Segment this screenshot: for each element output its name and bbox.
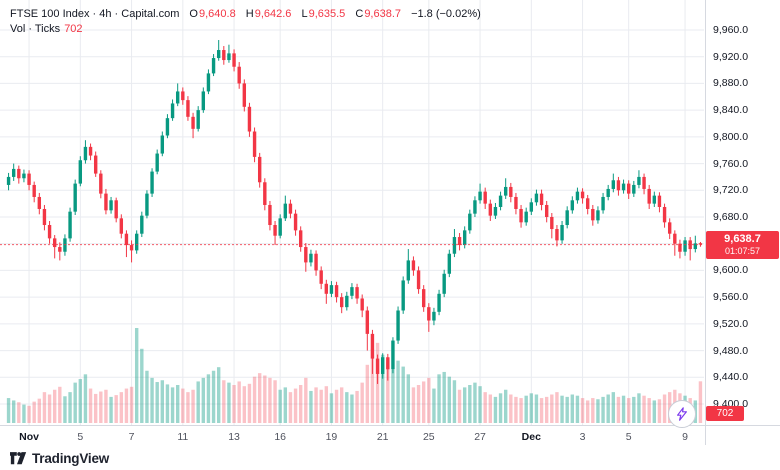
time-axis-label: 21 — [376, 431, 389, 443]
price-axis-label: 9,840.0 — [713, 104, 749, 117]
time-axis[interactable]: Nov 5 7 11 13 16 19 21 25 27 Dec 3 5 9 — [0, 427, 706, 445]
last-price-badge[interactable]: 9,638.7 01:07:57 — [706, 230, 779, 259]
price-axis-label: 9,720.0 — [713, 184, 749, 197]
price-axis-label: 9,520.0 — [713, 317, 749, 330]
time-axis-label: 3 — [579, 431, 586, 443]
last-price-value: 9,638.7 — [724, 232, 761, 245]
price-axis-label: 9,440.0 — [713, 371, 749, 384]
symbol-title[interactable]: FTSE 100 Index · 4h · Capital.com — [10, 8, 180, 20]
price-axis-label: 9,760.0 — [713, 157, 749, 170]
time-axis-label: 25 — [422, 431, 435, 443]
price-axis-label: 9,680.0 — [713, 211, 749, 223]
volume-value-badge: 702 — [706, 406, 744, 421]
time-axis-label: 11 — [177, 431, 189, 443]
time-axis-label: 7 — [128, 431, 135, 443]
tradingview-logo[interactable]: TradingView — [10, 448, 109, 468]
low-label: L — [301, 8, 308, 20]
volume-bars-layer — [6, 328, 703, 423]
volume-legend-row: Vol · Ticks 702 — [10, 22, 481, 37]
price-axis-label: 9,560.0 — [713, 291, 749, 304]
open-label: O — [189, 8, 198, 20]
candles-layer — [6, 40, 703, 384]
volume-indicator-title[interactable]: Vol · Ticks — [10, 23, 61, 35]
low-value: 9,635.5 — [308, 8, 346, 20]
price-axis-label: 9,600.0 — [713, 264, 749, 277]
time-axis-label: 16 — [274, 431, 287, 443]
high-label: H — [245, 8, 254, 20]
open-value: 9,640.8 — [198, 8, 236, 20]
symbol-legend-row: FTSE 100 Index · 4h · Capital.com O9,640… — [10, 7, 481, 22]
price-axis-label: 9,960.0 — [713, 24, 749, 36]
close-label: C — [355, 8, 364, 20]
tradingview-brand-text: TradingView — [32, 450, 110, 466]
time-axis-label: 13 — [228, 431, 240, 443]
time-axis-label: 5 — [77, 431, 84, 443]
price-axis-label: 9,800.0 — [713, 130, 749, 143]
time-axis-label: 9 — [682, 431, 688, 443]
lightning-bolt-icon — [677, 407, 687, 421]
time-axis-label: Dec — [521, 431, 541, 443]
chart-legend: FTSE 100 Index · 4h · Capital.com O9,640… — [10, 7, 481, 37]
high-value: 9,642.6 — [254, 8, 292, 20]
close-value: 9,638.7 — [364, 8, 402, 20]
time-axis-label: 27 — [474, 431, 486, 443]
bar-countdown: 01:07:57 — [724, 245, 761, 256]
price-axis[interactable]: 9,400.0 9,440.0 9,480.0 9,520.0 9,560.0 9,600… — [706, 0, 780, 446]
time-axis-label: 19 — [325, 431, 338, 443]
lightning-button[interactable] — [668, 400, 696, 428]
volume-indicator-value: 702 — [64, 23, 83, 35]
tradingview-mark-icon — [10, 451, 27, 464]
price-axis-label: 9,480.0 — [713, 344, 749, 357]
price-axis-label: 9,920.0 — [713, 50, 749, 63]
change-value: −1.8 (−0.02%) — [411, 8, 481, 20]
time-axis-label: Nov — [19, 431, 39, 443]
price-axis-label: 9,880.0 — [713, 77, 749, 90]
time-axis-label: 5 — [625, 431, 632, 443]
